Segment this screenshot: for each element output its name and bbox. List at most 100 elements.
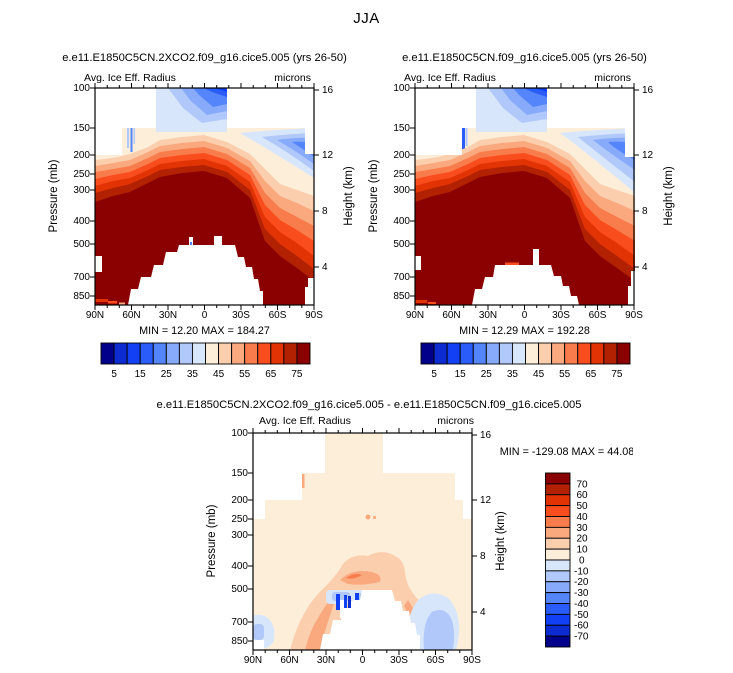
contour-band [214,88,227,92]
colorbar-swatch [551,342,566,365]
tick-label: 700 [231,617,248,628]
colorbar-swatch [498,342,513,365]
colorbar-label: 25 [161,369,173,380]
colorbar-label: -50 [574,610,589,621]
pressure-axis-label: Pressure (mb) [206,504,218,577]
contour-band [372,515,377,520]
tick-label: 400 [73,216,90,227]
tick-label: 100 [231,428,248,439]
colorbar-swatch [545,603,571,615]
tick-label: 250 [73,169,90,180]
units-label: microns [274,72,311,84]
contour-band [340,571,381,585]
nodata-mask [253,640,264,650]
colorbar-swatch [191,342,206,365]
colorbar-label: -40 [574,599,589,610]
tick-label: 16 [480,430,492,441]
colorbar-label: -60 [574,621,589,632]
colorbar-label: 75 [611,369,623,380]
tick-label: 250 [393,169,410,180]
colorbar-label: 60 [577,490,589,501]
tick-label: 90N [406,310,424,321]
panel-topleft: e.e11.E1850C5CN.2XCO2.f09_g16.cice5.005 … [48,52,355,380]
nodata-mask [95,88,122,155]
tick-label: 60S [589,310,607,321]
nodata-mask [305,278,314,305]
colorbar-swatch [165,342,180,365]
colorbar-label: 70 [577,479,589,490]
tick-label: 12 [642,150,654,161]
colorbar-swatch [545,581,571,594]
field-label: Avg. Ice Eff. Radius [259,415,351,427]
min-max-stats: MIN = 12.20 MAX = 184.27 [139,325,270,337]
tick-label: 0 [202,310,208,321]
nodata-mask [462,88,476,128]
tick-label: 4 [322,262,328,273]
nodata-mountain-mask [320,590,420,650]
colorbar-label: -10 [574,566,589,577]
panel-title: e.e11.E1850C5CN.f09_g16.cice5.005 (yrs 2… [402,52,647,64]
pressure-tick-labels: 100 150 200 250 300 400 500 700 850 [231,428,248,647]
colorbar-swatch [126,342,141,365]
tick-label: 200 [73,150,90,161]
tick-label: 0 [360,655,366,666]
contour-band [365,514,371,520]
colorbar-swatch [113,342,128,365]
colorbar-swatch [231,342,246,365]
colorbar-swatch [545,570,571,583]
colorbar-label: 55 [559,369,571,380]
nodata-mask [628,271,635,305]
colorbar-swatch [152,342,167,365]
contour-band [305,592,338,650]
nodata-mask [547,88,635,128]
field-label: Avg. Ice Eff. Radius [84,72,176,84]
lat-tick-labels: 90N 60N 30N 0 30S 60S 90S [406,310,643,321]
colorbar-swatch [545,526,571,539]
nodata-mask [122,88,156,128]
colorbar-label: 30 [577,523,589,534]
colorbar-swatch [525,342,540,365]
axis-ticks [410,83,639,310]
diff-colorbar-labels: 70 60 50 40 30 20 10 0 -10 -20 -30 -40 -… [574,479,589,642]
colorbar-swatch [296,342,311,365]
axis-ticks [90,83,319,310]
contour-band [465,128,468,146]
panel-title: e.e11.E1850C5CN.2XCO2.f09_g16.cice5.005 … [62,52,347,64]
contour-band [505,262,519,265]
colorbar-label: 15 [135,369,147,380]
tick-label: 12 [322,150,334,161]
contour-band [346,574,362,579]
contour-band [462,128,465,154]
height-tick-labels: 16 12 8 4 [642,85,654,273]
colorbar-label: 45 [533,369,545,380]
tick-label: 500 [393,239,410,250]
colorbar-label: 20 [577,534,589,545]
tick-label: 300 [393,185,410,196]
nodata-mask [95,256,102,272]
colorbar-label: 45 [213,369,225,380]
colorbar-swatch [545,559,571,572]
contour-band [415,171,635,305]
colorbar-labels: 5 15 25 35 45 55 65 75 [111,369,303,380]
height-tick-labels: 16 12 8 4 [480,430,492,618]
nodata-mask [463,500,472,519]
tick-label: 850 [231,636,248,647]
colorbar-label: 75 [291,369,303,380]
axis-minor-ticks [264,430,461,653]
tick-label: 200 [231,495,248,506]
tick-label: 200 [393,150,410,161]
tick-label: 100 [73,83,90,94]
nodata-mask [625,128,635,157]
tick-label: 30N [159,310,177,321]
colorbar-swatch [590,342,605,365]
contour-plot [415,88,635,305]
tick-label: 4 [480,607,486,618]
tick-label: 300 [73,185,90,196]
nodata-mask [359,600,363,617]
tick-label: 30S [390,655,408,666]
tick-label: 60N [122,310,140,321]
field-label: Avg. Ice Eff. Radius [404,72,496,84]
contour-plot [253,433,472,650]
contour-band [119,302,125,305]
nodata-mountain-mask [472,249,579,305]
